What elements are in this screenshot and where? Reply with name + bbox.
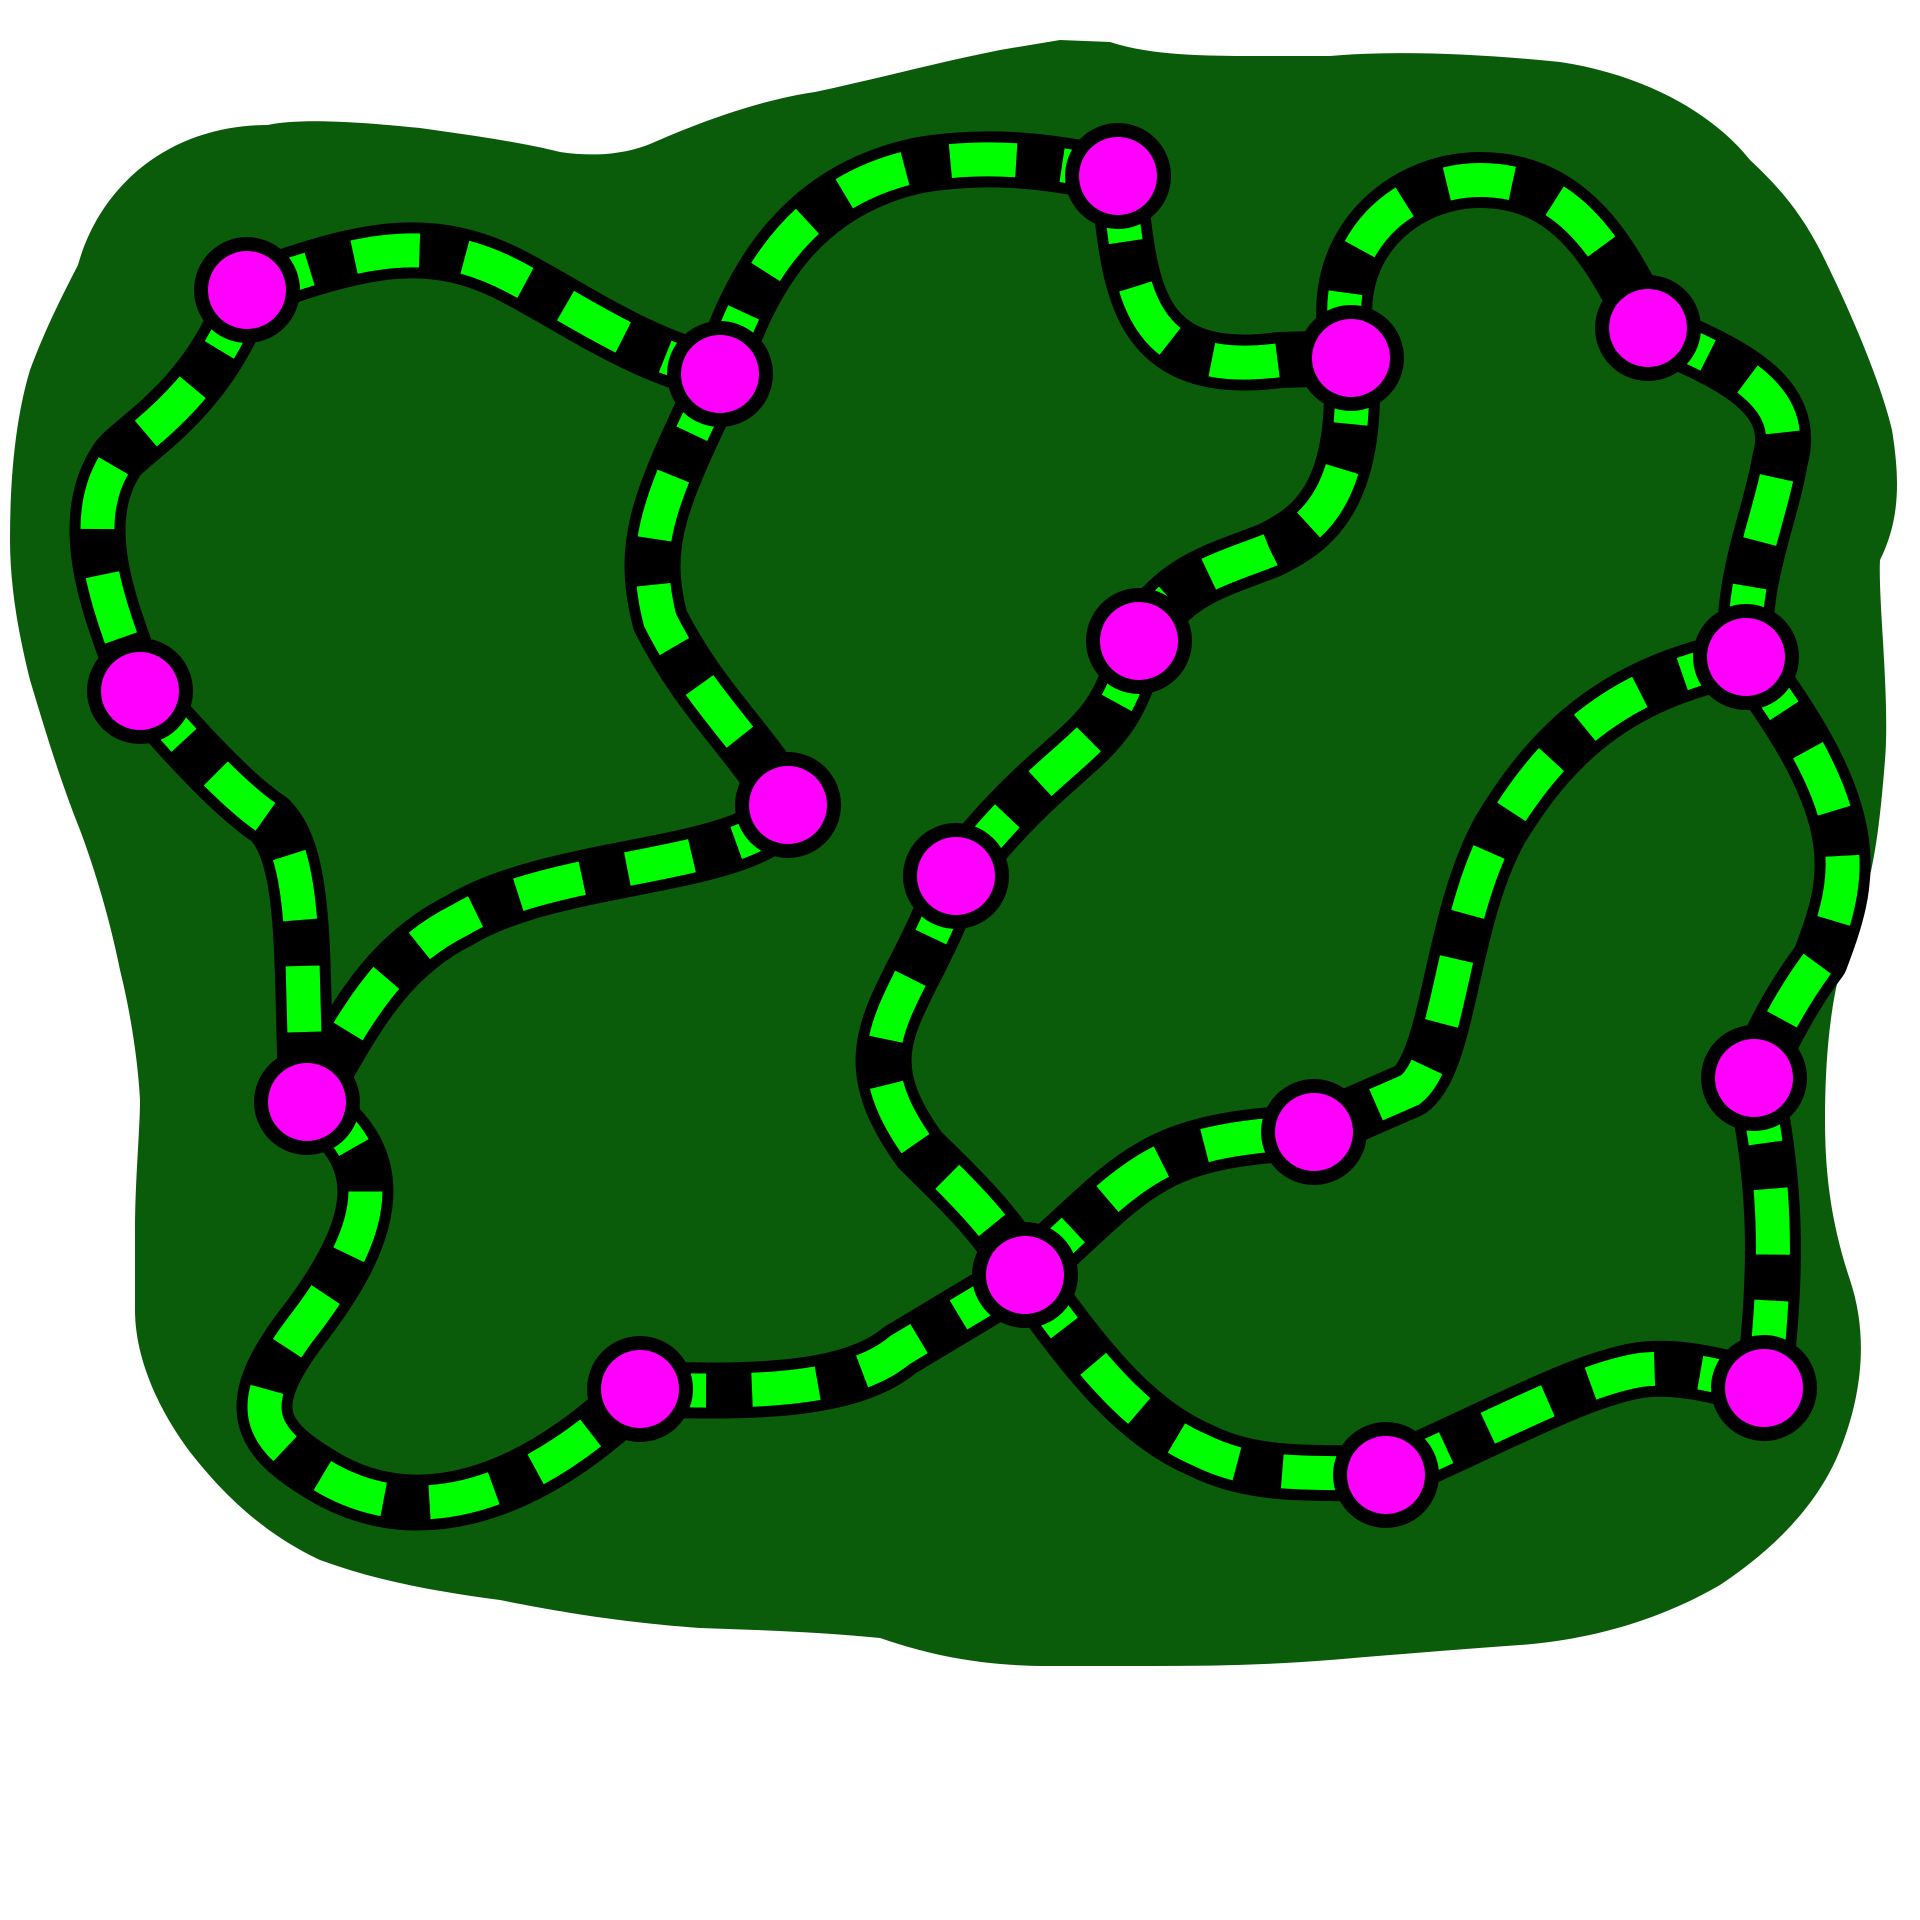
station-node-15 xyxy=(587,1336,693,1442)
track-dash-3 xyxy=(127,679,324,1103)
station-node-11 xyxy=(735,752,841,858)
track-dash-6 xyxy=(1327,162,1664,363)
station-node-3 xyxy=(667,321,773,427)
track-dash-19 xyxy=(1011,1264,1388,1492)
station-node-1 xyxy=(194,237,300,343)
track-dash-1 xyxy=(241,233,725,391)
track-core-10 xyxy=(1117,356,1377,653)
track-dash-13 xyxy=(866,870,1041,1283)
track-dash-7 xyxy=(1641,312,1801,659)
track-dash-8 xyxy=(635,366,803,814)
station-node-9 xyxy=(903,823,1009,929)
station-node-5 xyxy=(1298,305,1404,411)
track-dash-4 xyxy=(703,142,1122,380)
station-node-16 xyxy=(1333,1422,1439,1528)
station-node-7 xyxy=(1693,604,1799,710)
station-node-12 xyxy=(1261,1079,1367,1185)
station-node-8 xyxy=(1086,588,1192,694)
track-core-12 xyxy=(1304,633,1751,1154)
track-dash-18 xyxy=(1013,1115,1315,1288)
track-dash-9 xyxy=(292,796,804,1111)
station-nodes xyxy=(87,123,1817,1528)
station-node-14 xyxy=(1701,1025,1807,1131)
station-node-4 xyxy=(1065,123,1171,229)
track-dash-2 xyxy=(80,284,264,697)
station-node-10 xyxy=(254,1049,360,1155)
track-dash-14 xyxy=(1732,646,1860,1085)
station-node-6 xyxy=(1595,275,1701,381)
station-node-2 xyxy=(87,638,193,744)
station-node-13 xyxy=(972,1222,1078,1328)
track-dash-16 xyxy=(247,1087,653,1520)
station-node-17 xyxy=(1711,1335,1817,1441)
